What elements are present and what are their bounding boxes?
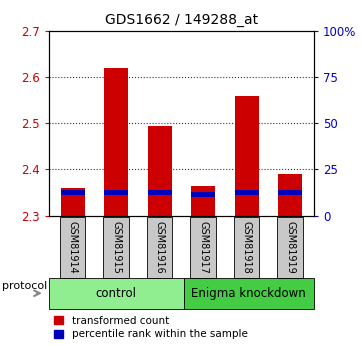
Text: protocol: protocol (3, 282, 48, 292)
Text: GSM81914: GSM81914 (68, 221, 78, 274)
Bar (278, 174, 302, 216)
Legend: transformed count, percentile rank within the sample: transformed count, percentile rank withi… (54, 316, 248, 339)
Text: GSM81917: GSM81917 (198, 221, 208, 274)
Bar (277, 217, 303, 278)
Bar (191, 186, 215, 216)
Bar (235, 190, 258, 195)
Bar (61, 190, 84, 195)
Bar (234, 217, 260, 278)
Bar (103, 217, 129, 278)
Bar (104, 190, 128, 195)
Bar (191, 192, 215, 197)
Text: control: control (96, 287, 137, 300)
Bar (49, 278, 184, 309)
Text: GSM81919: GSM81919 (285, 221, 295, 274)
Title: GDS1662 / 149288_at: GDS1662 / 149288_at (105, 13, 258, 27)
Bar (148, 126, 171, 216)
Bar (147, 217, 173, 278)
Text: Enigma knockdown: Enigma knockdown (191, 287, 306, 300)
Bar (190, 217, 216, 278)
Text: GSM81916: GSM81916 (155, 221, 165, 274)
Bar (148, 190, 171, 195)
Bar (235, 96, 258, 216)
Bar (104, 68, 128, 216)
Bar (278, 190, 302, 195)
Bar (61, 188, 84, 216)
Text: GSM81918: GSM81918 (242, 221, 252, 274)
Bar (184, 278, 314, 309)
Text: GSM81915: GSM81915 (111, 221, 121, 274)
Bar (60, 217, 86, 278)
